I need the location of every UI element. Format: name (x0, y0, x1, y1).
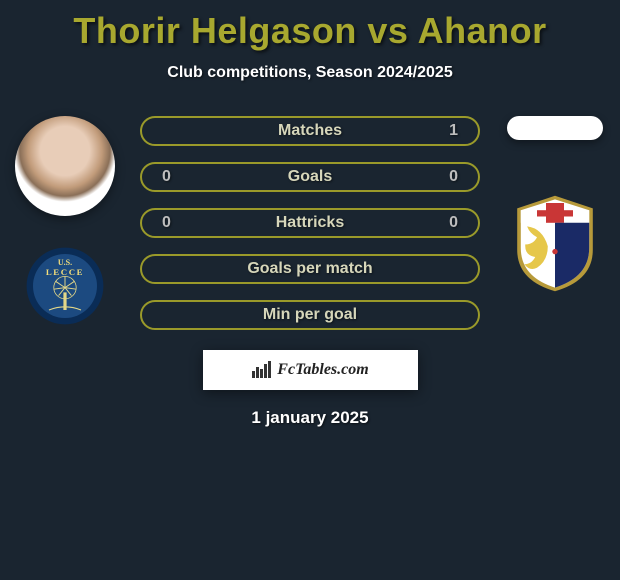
stat-row-goals-per-match: Goals per match (140, 254, 480, 284)
left-player-column: U.S. LECCE (10, 112, 120, 326)
stat-right-value: 0 (428, 168, 458, 186)
stats-list: Matches 1 0 Goals 0 0 Hattricks 0 Goals … (140, 112, 480, 330)
fctables-logo: FcTables.com (203, 350, 418, 390)
right-player-photo-placeholder (507, 116, 603, 140)
stat-left-value: 0 (162, 168, 192, 186)
stat-right-value: 1 (428, 122, 458, 140)
stat-label: Min per goal (263, 306, 357, 324)
stat-left-value: 0 (162, 214, 192, 232)
right-player-column (500, 112, 610, 284)
subtitle: Club competitions, Season 2024/2025 (0, 64, 620, 82)
stat-right-value: 0 (428, 214, 458, 232)
stat-row-goals: 0 Goals 0 (140, 162, 480, 192)
right-club-crest (510, 194, 600, 284)
stat-row-min-per-goal: Min per goal (140, 300, 480, 330)
date-text: 1 january 2025 (0, 408, 620, 428)
stat-row-matches: Matches 1 (140, 116, 480, 146)
svg-text:U.S.: U.S. (58, 258, 72, 267)
bars-icon (251, 361, 273, 379)
svg-text:LECCE: LECCE (46, 267, 84, 277)
comparison-content: U.S. LECCE (0, 112, 620, 428)
left-club-crest: U.S. LECCE (25, 246, 105, 326)
stat-label: Goals per match (247, 260, 372, 278)
stat-label: Matches (278, 122, 342, 140)
stat-label: Goals (288, 168, 332, 186)
stat-row-hattricks: 0 Hattricks 0 (140, 208, 480, 238)
page-title: Thorir Helgason vs Ahanor (0, 0, 620, 52)
stat-label: Hattricks (276, 214, 344, 232)
left-player-photo (15, 116, 115, 216)
fctables-text: FcTables.com (277, 361, 368, 379)
